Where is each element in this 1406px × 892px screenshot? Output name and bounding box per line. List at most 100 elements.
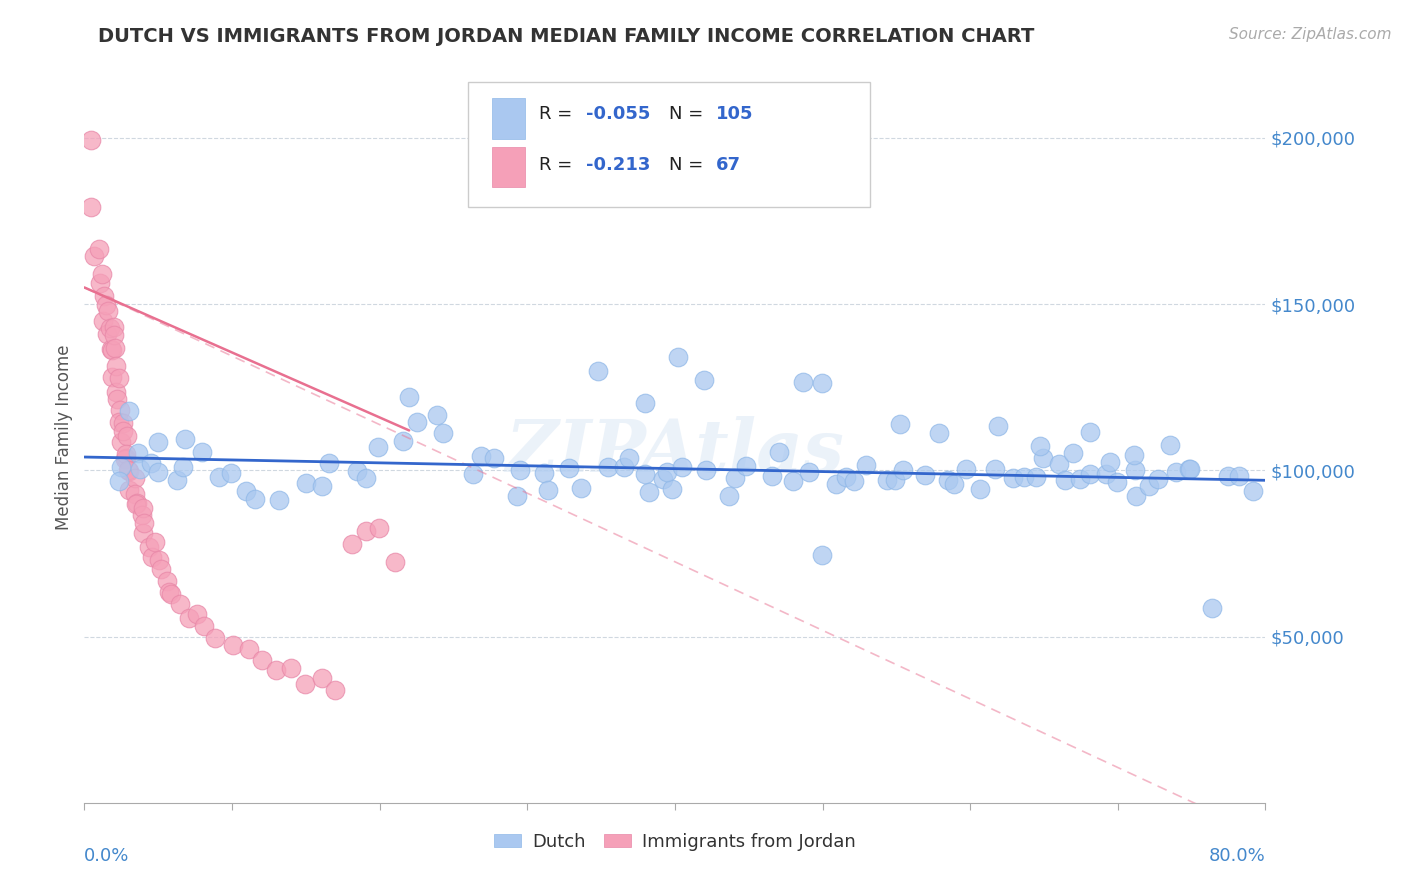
Point	[204, 631, 226, 645]
Point	[132, 526, 155, 541]
Point	[105, 384, 128, 399]
Text: 105: 105	[716, 104, 754, 123]
Point	[1105, 475, 1128, 489]
Point	[112, 425, 135, 439]
Point	[96, 326, 118, 341]
Point	[311, 479, 333, 493]
Point	[90, 267, 112, 281]
Point	[104, 359, 127, 373]
Point	[876, 473, 898, 487]
Point	[914, 467, 936, 482]
Point	[87, 242, 110, 256]
Point	[80, 133, 103, 147]
Text: 80.0%: 80.0%	[1209, 847, 1265, 864]
Point	[156, 574, 179, 589]
Point	[651, 472, 673, 486]
FancyBboxPatch shape	[492, 98, 524, 138]
Text: 0.0%: 0.0%	[84, 847, 129, 864]
FancyBboxPatch shape	[468, 82, 870, 207]
Point	[1147, 472, 1170, 486]
Point	[657, 465, 679, 479]
Point	[146, 465, 169, 479]
Point	[470, 449, 492, 463]
Point	[131, 508, 153, 523]
Point	[406, 415, 429, 429]
Point	[1062, 445, 1084, 459]
Text: 67: 67	[716, 156, 741, 174]
Point	[250, 653, 273, 667]
Point	[235, 484, 257, 499]
Text: N =: N =	[669, 104, 709, 123]
Point	[172, 459, 194, 474]
Point	[889, 417, 911, 431]
Point	[1032, 450, 1054, 465]
Point	[811, 376, 834, 390]
Point	[955, 462, 977, 476]
Point	[984, 462, 1007, 476]
Point	[98, 321, 121, 335]
Text: DUTCH VS IMMIGRANTS FROM JORDAN MEDIAN FAMILY INCOME CORRELATION CHART: DUTCH VS IMMIGRANTS FROM JORDAN MEDIAN F…	[98, 27, 1035, 45]
Point	[124, 486, 146, 500]
Point	[127, 445, 149, 459]
Point	[782, 474, 804, 488]
Point	[1178, 462, 1201, 476]
Point	[129, 462, 152, 476]
Point	[768, 445, 790, 459]
Point	[811, 549, 834, 563]
Point	[150, 562, 173, 576]
Point	[127, 496, 149, 510]
Legend: Dutch, Immigrants from Jordan: Dutch, Immigrants from Jordan	[485, 823, 865, 860]
Point	[792, 375, 814, 389]
Point	[93, 289, 115, 303]
Point	[169, 597, 191, 611]
Point	[392, 434, 415, 449]
Point	[354, 524, 377, 538]
Y-axis label: Median Family Income: Median Family Income	[55, 344, 73, 530]
Point	[969, 482, 991, 496]
Point	[586, 364, 609, 378]
Point	[108, 371, 131, 385]
Point	[101, 370, 124, 384]
Text: -0.213: -0.213	[586, 156, 651, 174]
Point	[638, 484, 661, 499]
Text: ZIPAtlas: ZIPAtlas	[506, 417, 844, 487]
Point	[761, 469, 783, 483]
Point	[506, 489, 529, 503]
Point	[89, 276, 111, 290]
Point	[1125, 462, 1147, 476]
Point	[280, 661, 302, 675]
Point	[104, 341, 127, 355]
Point	[384, 555, 406, 569]
Point	[1047, 457, 1070, 471]
Text: -0.055: -0.055	[586, 104, 651, 123]
Point	[193, 619, 215, 633]
Point	[134, 516, 156, 530]
Point	[661, 482, 683, 496]
Point	[91, 314, 114, 328]
Point	[1025, 469, 1047, 483]
Point	[143, 535, 166, 549]
Point	[117, 429, 139, 443]
Point	[160, 587, 183, 601]
Point	[108, 415, 131, 429]
Point	[110, 435, 132, 450]
Point	[613, 460, 636, 475]
Point	[1069, 472, 1091, 486]
Point	[671, 460, 693, 475]
Text: R =: R =	[538, 156, 583, 174]
Point	[108, 403, 131, 417]
Point	[987, 419, 1010, 434]
Point	[666, 350, 689, 364]
Point	[891, 462, 914, 476]
Point	[115, 451, 138, 466]
Point	[264, 663, 287, 677]
Point	[367, 440, 389, 454]
Point	[94, 298, 117, 312]
Point	[367, 521, 389, 535]
Point	[735, 458, 758, 473]
Point	[1180, 461, 1202, 475]
Point	[834, 469, 856, 483]
Point	[318, 456, 340, 470]
Point	[111, 417, 134, 431]
Point	[1227, 468, 1250, 483]
